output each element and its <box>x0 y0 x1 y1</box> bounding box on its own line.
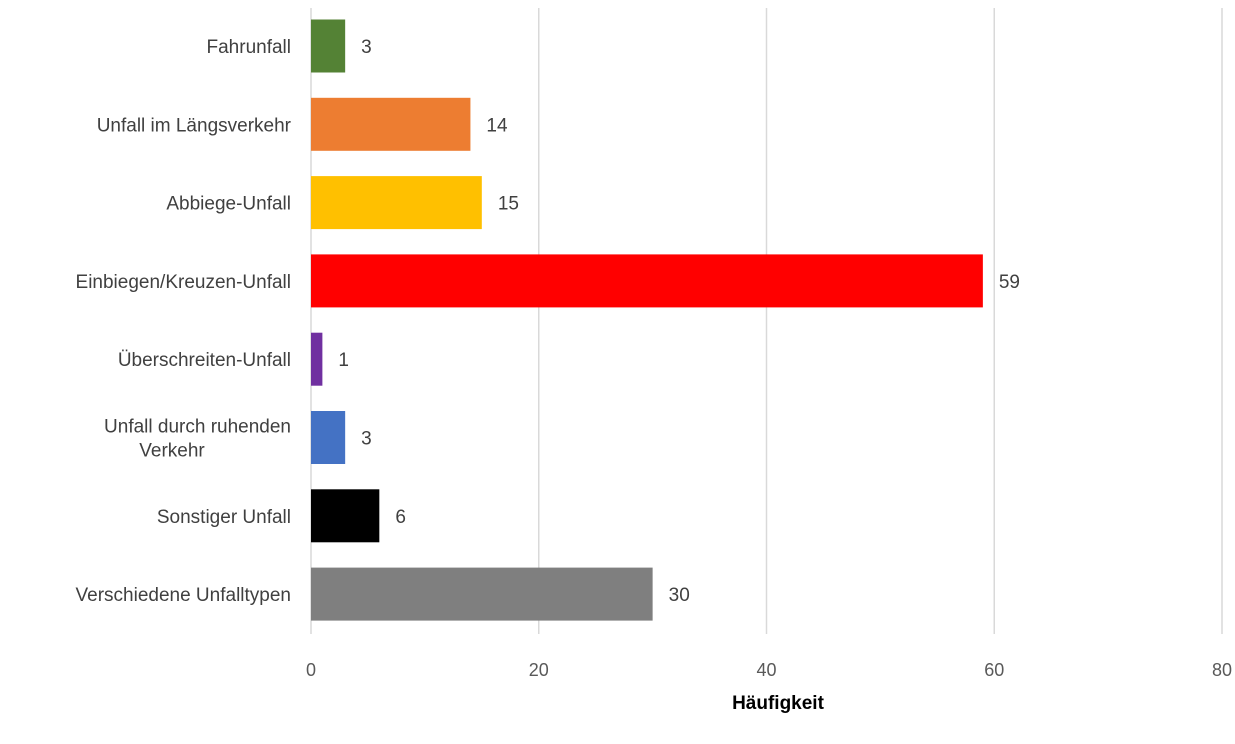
category-label: Verschiedene Unfalltypen <box>76 585 291 606</box>
bar <box>311 411 346 464</box>
bar <box>311 97 471 151</box>
bar <box>311 332 323 386</box>
bar <box>311 176 482 230</box>
category-label: Verkehr <box>139 441 205 462</box>
x-axis-title: Häufigkeit <box>732 693 825 714</box>
category-label: Abbiege-Unfall <box>166 194 291 215</box>
bars <box>311 19 983 621</box>
data-label: 30 <box>669 585 690 606</box>
category-label: Überschreiten-Unfall <box>118 350 291 371</box>
x-tick-labels: 0 20 40 60 80 <box>306 660 1232 680</box>
category-label: Einbiegen/Kreuzen-Unfall <box>76 272 291 293</box>
data-label: 14 <box>486 115 508 136</box>
category-label: Unfall im Längsverkehr <box>97 115 292 136</box>
category-labels: Fahrunfall Unfall im Längsverkehr Abbiege-… <box>76 37 292 606</box>
x-tick-label: 80 <box>1212 660 1232 680</box>
data-label: 15 <box>498 194 519 215</box>
x-tick-label: 60 <box>984 660 1004 680</box>
x-tick-label: 40 <box>756 660 776 680</box>
data-label: 3 <box>361 429 372 450</box>
category-label: Sonstiger Unfall <box>157 507 291 528</box>
data-label: 1 <box>338 350 349 371</box>
x-tick-label: 20 <box>529 660 549 680</box>
bar <box>311 489 380 543</box>
data-label: 3 <box>361 37 372 58</box>
category-label: Unfall durch ruhenden <box>104 417 291 438</box>
value-labels: 3 14 15 59 1 3 6 30 <box>338 37 1020 606</box>
bar <box>311 254 983 308</box>
bar <box>311 567 653 621</box>
data-label: 6 <box>395 507 406 528</box>
x-tick-label: 0 <box>306 660 316 680</box>
bar <box>311 19 346 73</box>
data-label: 59 <box>999 272 1020 293</box>
category-label: Fahrunfall <box>207 37 292 58</box>
